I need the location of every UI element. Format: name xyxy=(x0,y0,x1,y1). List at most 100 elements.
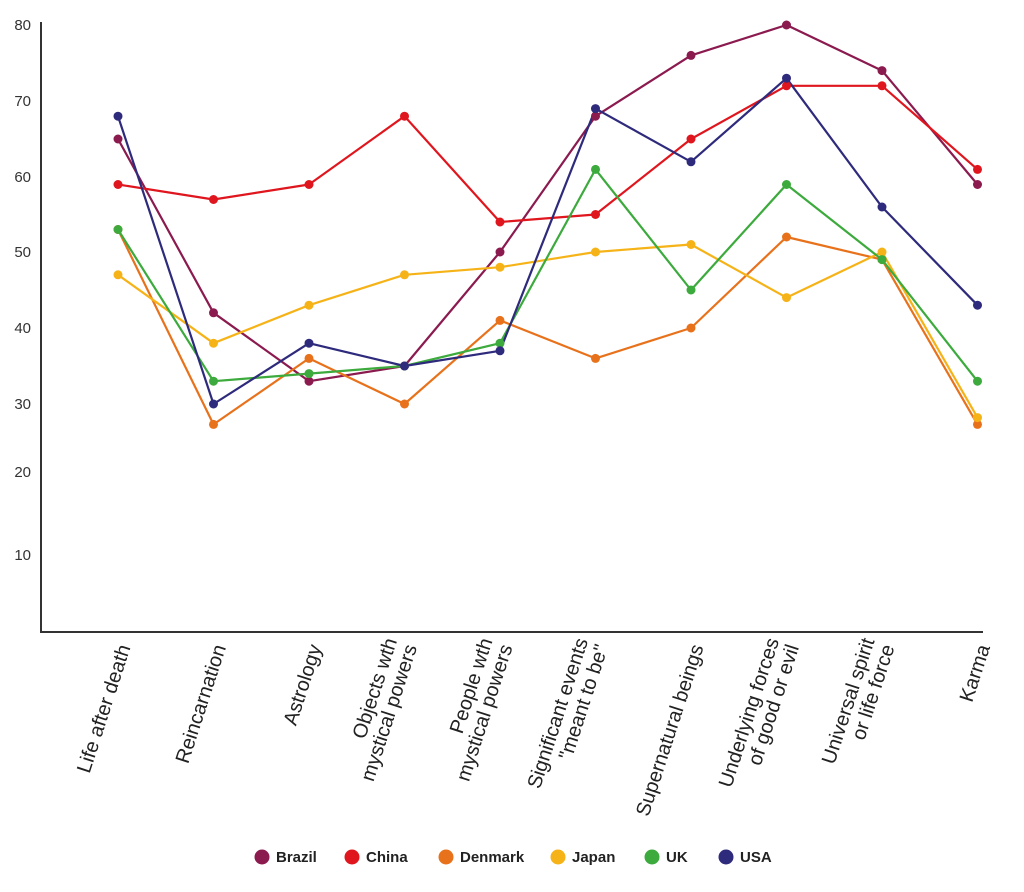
legend-swatch-brazil xyxy=(254,849,270,865)
data-point-usa xyxy=(304,338,314,348)
data-point-usa xyxy=(113,111,123,121)
series-line-japan xyxy=(117,243,979,419)
data-point-usa xyxy=(591,104,600,114)
series-points xyxy=(113,20,982,429)
data-point-usa xyxy=(209,399,218,409)
y-tick-label: 30 xyxy=(14,396,31,413)
data-point-china xyxy=(973,164,982,174)
y-tick-label: 40 xyxy=(14,320,31,337)
data-point-brazil xyxy=(304,376,314,386)
legend-item-china: China xyxy=(344,849,408,866)
data-point-china xyxy=(209,195,218,204)
data-point-brazil xyxy=(782,20,791,30)
legend-label-denmark: Denmark xyxy=(460,849,525,866)
data-point-china xyxy=(782,81,791,91)
y-tick-label: 70 xyxy=(14,93,31,110)
legend-swatch-uk xyxy=(644,849,660,865)
data-point-japan xyxy=(591,247,600,257)
series-line-denmark xyxy=(117,229,979,426)
data-point-japan xyxy=(877,247,887,257)
data-point-japan xyxy=(209,338,218,348)
legend-label-usa: USA xyxy=(740,849,772,866)
y-tick-label: 20 xyxy=(14,464,31,481)
data-point-denmark xyxy=(495,315,505,325)
data-point-brazil xyxy=(686,50,696,60)
legend-item-brazil: Brazil xyxy=(254,849,317,866)
x-axis-labels: Life after death Reincarnation Astrology Ob… xyxy=(73,635,995,819)
data-point-japan xyxy=(400,270,409,280)
legend-label-japan: Japan xyxy=(572,849,615,866)
data-point-japan xyxy=(113,270,123,280)
legend-label-china: China xyxy=(366,849,408,866)
data-point-brazil xyxy=(495,247,505,257)
data-point-brazil xyxy=(877,66,887,76)
data-point-china xyxy=(877,81,887,91)
legend-swatch-china xyxy=(344,849,360,865)
legend-swatch-usa xyxy=(718,849,734,865)
data-point-japan xyxy=(686,240,696,249)
data-point-uk xyxy=(877,255,887,265)
x-tick-label: Reincarnation xyxy=(172,642,231,766)
data-point-china xyxy=(113,180,123,189)
y-tick-label: 50 xyxy=(14,244,31,261)
legend: Brazil China Denmark Japan UK USA xyxy=(254,849,772,866)
data-point-brazil xyxy=(209,308,218,318)
data-point-uk xyxy=(782,180,791,189)
legend-swatch-denmark xyxy=(438,849,454,865)
legend-label-uk: UK xyxy=(666,849,688,866)
y-tick-label: 60 xyxy=(14,169,31,186)
legend-swatch-japan xyxy=(550,849,566,865)
legend-label-brazil: Brazil xyxy=(276,849,317,866)
data-point-uk xyxy=(209,376,218,386)
x-tick-label-line: Karma xyxy=(956,641,995,705)
data-point-japan xyxy=(973,413,982,423)
y-tick-label: 10 xyxy=(14,547,31,564)
data-point-usa xyxy=(782,73,791,83)
axes xyxy=(40,22,983,633)
data-point-uk xyxy=(973,376,982,386)
data-point-uk xyxy=(113,225,123,234)
data-point-usa xyxy=(686,157,696,167)
data-point-denmark xyxy=(686,323,696,333)
data-point-brazil xyxy=(973,180,982,189)
data-point-usa xyxy=(400,361,409,371)
x-tick-label-line: Supernatural beings xyxy=(632,642,708,819)
x-tick-label: Life after death xyxy=(73,642,135,776)
data-point-denmark xyxy=(304,353,314,363)
data-point-japan xyxy=(495,262,505,272)
series-line-usa xyxy=(116,77,979,406)
data-point-japan xyxy=(304,300,314,310)
x-tick-label-line: Life after death xyxy=(73,642,135,776)
data-point-usa xyxy=(495,346,505,356)
data-point-japan xyxy=(782,293,791,303)
x-tick-label: Karma xyxy=(956,641,995,705)
data-point-china xyxy=(686,134,696,144)
series-line-china xyxy=(117,84,979,224)
series-lines xyxy=(116,23,979,426)
series-line-uk xyxy=(117,168,979,383)
data-point-china xyxy=(400,111,409,121)
legend-item-denmark: Denmark xyxy=(438,849,525,866)
legend-item-usa: USA xyxy=(718,849,772,866)
legend-item-japan: Japan xyxy=(550,849,615,866)
data-point-denmark xyxy=(400,399,409,409)
data-point-usa xyxy=(877,202,887,212)
data-point-brazil xyxy=(591,111,600,121)
x-tick-label: Astrology xyxy=(280,642,327,728)
y-axis-ticks: 10 20 30 40 50 60 70 80 xyxy=(14,17,31,564)
data-point-denmark xyxy=(209,419,218,429)
data-point-china xyxy=(304,180,314,189)
data-point-uk xyxy=(495,338,505,348)
data-point-china xyxy=(495,217,505,227)
x-tick-label-line: Reincarnation xyxy=(172,642,231,766)
data-point-uk xyxy=(686,285,696,295)
x-tick-label-line: Astrology xyxy=(280,642,327,728)
data-point-denmark xyxy=(782,232,791,242)
data-point-denmark xyxy=(591,353,600,363)
data-point-usa xyxy=(973,300,982,310)
x-tick-label: Significant events"meant to be" xyxy=(524,635,613,791)
